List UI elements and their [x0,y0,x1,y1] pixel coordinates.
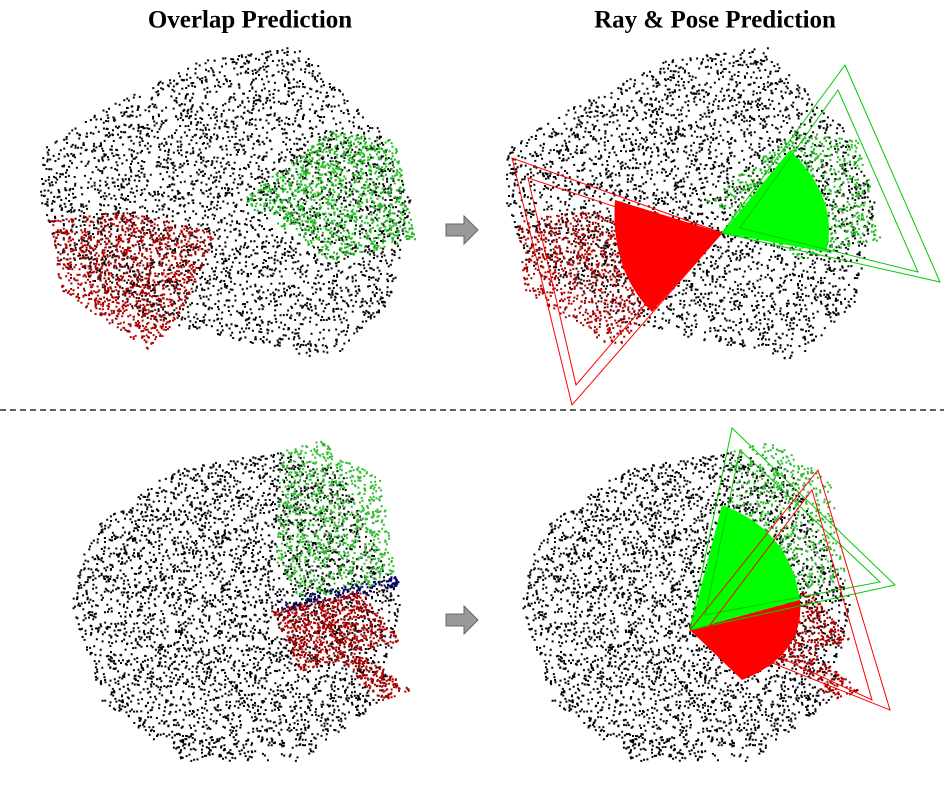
point-cloud [40,47,411,357]
arrow [446,606,478,634]
figure: Overlap Prediction Ray & Pose Prediction [0,0,944,795]
arrow [446,216,478,244]
column-title: Overlap Prediction [148,7,352,34]
point-cloud [523,452,851,762]
column-title: Ray & Pose Prediction [594,7,836,34]
page: {"figure": {"columns": ["Overlap Predict… [0,0,944,795]
